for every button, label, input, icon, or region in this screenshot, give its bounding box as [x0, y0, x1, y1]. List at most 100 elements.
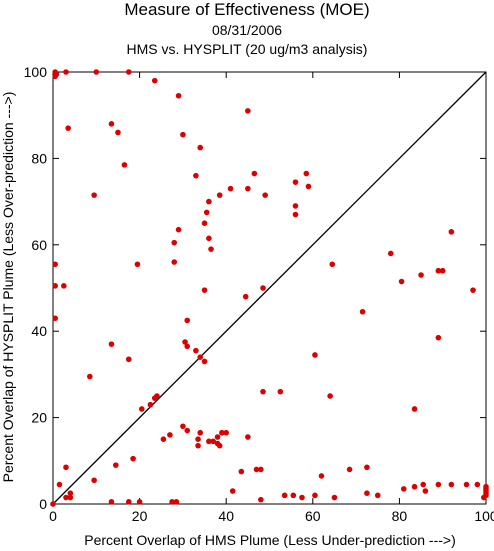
data-point — [184, 427, 191, 434]
data-point — [435, 334, 442, 341]
data-point — [258, 466, 264, 473]
data-point — [305, 183, 312, 190]
data-point — [193, 172, 199, 179]
x-tick-label: 80 — [392, 508, 408, 524]
data-point — [227, 185, 234, 192]
data-point — [292, 179, 299, 185]
x-tick-label: 20 — [132, 508, 148, 524]
data-point — [292, 203, 299, 209]
data-point — [151, 77, 158, 84]
chart-date: 08/31/2006 — [211, 22, 283, 38]
data-point — [329, 261, 336, 268]
data-point — [91, 192, 97, 198]
data-point — [53, 71, 60, 77]
x-axis-label: Percent Overlap of HMS Plume (Less Under… — [84, 532, 456, 548]
y-tick-label: 0 — [39, 496, 47, 512]
data-point — [364, 464, 370, 471]
data-point — [223, 429, 229, 436]
data-point — [63, 494, 69, 501]
data-point — [56, 481, 63, 488]
data-point — [63, 464, 69, 471]
data-point — [299, 494, 305, 501]
data-point — [245, 108, 251, 114]
data-point — [203, 209, 210, 216]
data-point — [175, 226, 182, 233]
data-point — [312, 492, 318, 499]
data-point — [474, 481, 481, 488]
data-point — [327, 393, 333, 399]
x-tick-label: 100 — [474, 508, 494, 524]
data-point — [52, 283, 58, 289]
data-point — [52, 315, 58, 322]
data-point — [63, 69, 69, 75]
data-point — [197, 354, 204, 360]
y-tick-label: 100 — [24, 64, 48, 80]
data-point — [173, 499, 180, 505]
data-point — [87, 373, 93, 380]
data-point — [470, 287, 476, 293]
plot-frame — [52, 71, 487, 505]
data-point — [175, 92, 182, 99]
data-point — [216, 192, 223, 198]
data-point — [112, 462, 119, 468]
data-point — [147, 401, 154, 408]
data-point — [411, 483, 418, 490]
data-point — [171, 239, 178, 246]
data-point — [229, 488, 236, 494]
data-point — [303, 170, 310, 177]
plot-area: 0 20 40 60 80 100 0 20 40 60 80 100 — [24, 64, 494, 524]
data-point — [108, 121, 115, 127]
data-point — [253, 466, 260, 473]
data-point — [134, 261, 141, 268]
data-point — [292, 211, 299, 218]
data-point — [108, 341, 115, 347]
data-point — [160, 436, 167, 443]
data-point — [169, 499, 175, 505]
data-point — [331, 494, 338, 501]
data-point — [214, 434, 221, 440]
data-point — [136, 499, 143, 505]
data-point — [67, 490, 74, 497]
data-point — [61, 283, 67, 289]
y-tick-label: 20 — [31, 410, 47, 426]
data-point — [260, 388, 266, 395]
data-point — [180, 423, 186, 430]
data-point — [65, 125, 71, 131]
data-point — [359, 308, 366, 315]
data-point — [130, 455, 136, 462]
data-point — [195, 442, 201, 449]
reference-line — [52, 71, 487, 505]
data-point — [463, 481, 470, 488]
data-point — [125, 69, 132, 75]
data-point — [184, 317, 191, 324]
data-point — [387, 250, 394, 257]
data-point — [50, 501, 56, 507]
data-point — [108, 499, 115, 505]
data-point — [346, 466, 353, 473]
data-point — [182, 339, 188, 345]
data-point — [138, 406, 145, 412]
data-point — [93, 69, 100, 75]
data-point — [206, 235, 212, 242]
data-point — [208, 246, 214, 252]
data-point — [184, 343, 191, 350]
data-point — [435, 267, 442, 274]
data-point — [210, 438, 217, 445]
data-point — [260, 285, 266, 291]
data-point — [167, 432, 173, 438]
data-point — [151, 395, 158, 401]
data-point — [418, 272, 424, 278]
data-point — [67, 494, 74, 501]
x-tick-label: 60 — [305, 508, 321, 524]
data-point — [281, 492, 288, 499]
data-point — [398, 278, 405, 285]
data-point — [195, 436, 201, 443]
y-tick-label: 60 — [31, 237, 47, 253]
data-point — [364, 490, 370, 497]
data-point — [411, 406, 418, 412]
data-point — [193, 347, 199, 354]
data-point — [125, 499, 132, 505]
data-point — [374, 492, 381, 499]
data-point — [290, 492, 297, 499]
